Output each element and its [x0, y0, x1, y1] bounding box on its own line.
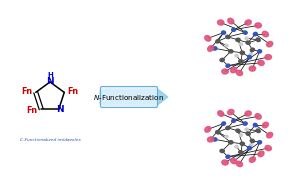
Ellipse shape	[250, 48, 255, 52]
Ellipse shape	[217, 20, 224, 25]
Ellipse shape	[218, 111, 224, 116]
Ellipse shape	[235, 145, 238, 148]
Ellipse shape	[246, 132, 250, 136]
Ellipse shape	[245, 128, 248, 131]
Ellipse shape	[258, 50, 262, 53]
Text: Fn: Fn	[21, 87, 32, 96]
Ellipse shape	[229, 50, 233, 53]
Ellipse shape	[236, 38, 240, 41]
FancyArrow shape	[100, 87, 168, 107]
Ellipse shape	[225, 135, 228, 138]
Ellipse shape	[239, 43, 243, 45]
Ellipse shape	[239, 151, 243, 154]
Ellipse shape	[245, 20, 251, 25]
Ellipse shape	[220, 149, 224, 153]
Ellipse shape	[213, 138, 217, 141]
Text: N: N	[46, 77, 54, 85]
Ellipse shape	[205, 126, 211, 132]
Ellipse shape	[248, 55, 251, 59]
Ellipse shape	[236, 161, 243, 167]
Ellipse shape	[231, 67, 237, 73]
Ellipse shape	[253, 123, 257, 127]
Ellipse shape	[256, 129, 260, 132]
Ellipse shape	[240, 51, 244, 54]
Ellipse shape	[265, 55, 271, 60]
Ellipse shape	[226, 35, 230, 39]
Ellipse shape	[235, 54, 238, 57]
Text: $\it{N}$-Functionalization: $\it{N}$-Functionalization	[93, 93, 165, 102]
Ellipse shape	[236, 129, 240, 132]
Ellipse shape	[249, 66, 256, 71]
Text: Fn: Fn	[68, 87, 79, 96]
Ellipse shape	[236, 70, 243, 76]
Ellipse shape	[222, 69, 228, 74]
Ellipse shape	[226, 126, 230, 130]
Ellipse shape	[216, 40, 220, 43]
Ellipse shape	[205, 36, 211, 41]
Ellipse shape	[208, 46, 214, 51]
Ellipse shape	[247, 146, 251, 150]
Ellipse shape	[232, 119, 235, 122]
Ellipse shape	[256, 38, 260, 42]
Text: C-Functionalized imidazoles: C-Functionalized imidazoles	[20, 138, 80, 142]
Ellipse shape	[239, 60, 243, 63]
Ellipse shape	[231, 158, 237, 164]
Ellipse shape	[258, 141, 262, 144]
Ellipse shape	[226, 155, 230, 158]
Ellipse shape	[262, 31, 268, 37]
Ellipse shape	[239, 134, 243, 136]
Ellipse shape	[246, 41, 250, 44]
Ellipse shape	[240, 142, 244, 145]
Ellipse shape	[232, 28, 236, 31]
Ellipse shape	[243, 122, 247, 125]
Text: N: N	[56, 105, 64, 114]
Ellipse shape	[222, 160, 228, 165]
Ellipse shape	[255, 23, 261, 28]
Ellipse shape	[265, 146, 271, 151]
Text: Fn: Fn	[27, 106, 38, 115]
Ellipse shape	[250, 139, 255, 143]
Ellipse shape	[228, 109, 234, 115]
Ellipse shape	[216, 131, 220, 134]
Ellipse shape	[258, 151, 264, 157]
Text: H: H	[47, 72, 53, 78]
Ellipse shape	[249, 157, 255, 162]
Ellipse shape	[228, 18, 234, 24]
Ellipse shape	[249, 144, 253, 146]
Ellipse shape	[226, 64, 230, 67]
Ellipse shape	[249, 53, 253, 55]
Ellipse shape	[225, 44, 228, 47]
Ellipse shape	[258, 60, 264, 65]
Ellipse shape	[266, 41, 273, 47]
Ellipse shape	[243, 31, 247, 34]
FancyBboxPatch shape	[100, 87, 157, 108]
Ellipse shape	[262, 122, 268, 128]
Ellipse shape	[222, 31, 226, 34]
Ellipse shape	[220, 58, 224, 62]
Ellipse shape	[245, 111, 251, 116]
Ellipse shape	[245, 37, 248, 40]
Ellipse shape	[222, 122, 226, 125]
Ellipse shape	[208, 137, 214, 142]
Ellipse shape	[253, 32, 257, 36]
Ellipse shape	[213, 47, 217, 50]
Ellipse shape	[267, 132, 273, 138]
Ellipse shape	[229, 141, 233, 144]
Ellipse shape	[255, 114, 261, 119]
